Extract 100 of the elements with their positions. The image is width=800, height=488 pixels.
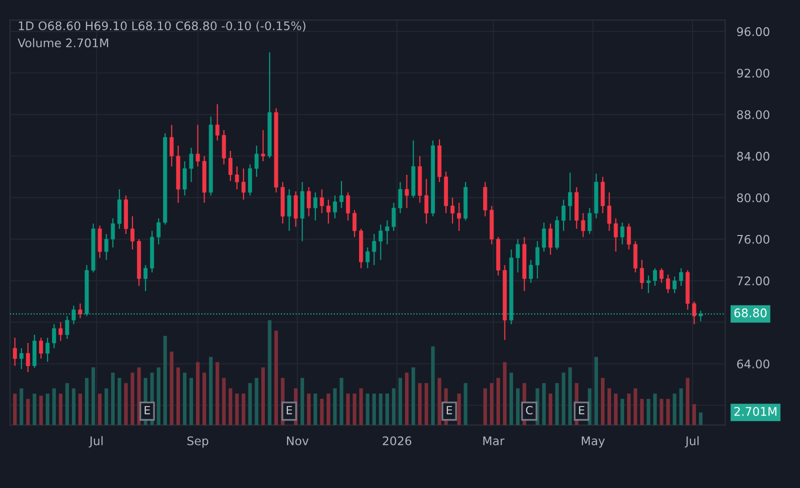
candlestick	[600, 176, 605, 214]
candlestick	[326, 199, 330, 224]
bar	[378, 394, 382, 426]
candlestick	[52, 324, 56, 349]
candlestick	[366, 246, 370, 269]
candlestick	[581, 212, 586, 238]
bar	[502, 362, 507, 426]
candlestick	[652, 268, 657, 286]
x-tick-label: Jul	[684, 436, 699, 448]
candlestick	[39, 337, 44, 360]
bar	[438, 378, 442, 426]
bar	[52, 388, 56, 426]
candlestick	[241, 168, 246, 200]
bar	[640, 398, 644, 426]
candlestick	[248, 164, 252, 196]
text: 2.701M	[734, 406, 776, 416]
candlestick	[346, 192, 350, 222]
candlestick	[98, 225, 102, 258]
bar	[170, 352, 174, 426]
bar	[600, 378, 605, 426]
candlestick	[19, 348, 24, 370]
bar	[326, 394, 330, 426]
y-tick-label: 64.00	[737, 359, 770, 368]
bar	[98, 394, 102, 426]
y-tick-label: 92.00	[737, 68, 770, 78]
bar	[634, 388, 638, 426]
bar	[562, 372, 566, 426]
candlestick	[130, 216, 134, 250]
bar	[65, 383, 69, 426]
candlestick	[614, 218, 618, 252]
bar	[672, 394, 676, 426]
bar	[483, 388, 487, 426]
candlestick	[548, 223, 552, 256]
candlestick	[450, 197, 455, 224]
candlestick	[588, 207, 592, 235]
bar	[340, 378, 344, 426]
bar	[111, 372, 115, 426]
candlestick	[398, 181, 402, 214]
bar	[32, 394, 36, 426]
bar	[418, 383, 422, 426]
candlestick	[640, 259, 644, 290]
candlestick	[568, 172, 572, 222]
bar	[78, 394, 82, 426]
candlestick	[215, 104, 220, 142]
bar	[412, 367, 416, 426]
candlestick	[294, 190, 298, 228]
bar	[496, 378, 500, 426]
bar	[352, 394, 356, 426]
candlestick	[144, 264, 148, 292]
candlestick	[352, 210, 357, 238]
candlestick	[78, 302, 82, 319]
bar	[359, 388, 363, 426]
bar	[39, 396, 43, 426]
bar	[333, 388, 337, 426]
bar	[104, 388, 108, 426]
candlestick	[620, 222, 624, 245]
chart-title: 1D O68.60 H69.10 L68.10 C68.80 -0.10 (-0.15%)	[18, 21, 306, 32]
bar	[26, 398, 30, 426]
bar	[189, 378, 194, 426]
bar	[182, 372, 187, 426]
bar	[457, 394, 461, 426]
candlestick	[633, 240, 638, 273]
bar	[372, 394, 376, 426]
bar	[398, 378, 402, 426]
ref-line-label: 68.80	[734, 308, 767, 318]
candlestick	[385, 220, 390, 245]
bar	[261, 367, 265, 426]
candlestick	[26, 342, 30, 373]
y-tick-label: 88.00	[737, 110, 770, 120]
bar	[320, 398, 324, 426]
x-tick-label: May	[582, 436, 605, 448]
annotation: E	[286, 406, 292, 414]
candlestick	[424, 178, 428, 224]
candlestick	[313, 192, 318, 222]
candlestick	[12, 337, 17, 366]
bar	[490, 383, 494, 426]
bar	[686, 378, 690, 426]
annotation: E	[144, 406, 150, 414]
bar	[692, 404, 696, 426]
bar	[20, 388, 24, 426]
y-tick-label: 96.00	[737, 27, 770, 36]
bar	[58, 394, 62, 426]
bar	[607, 388, 612, 426]
bar	[254, 378, 258, 426]
candlestick	[392, 202, 396, 232]
candlestick	[261, 130, 266, 162]
bar	[646, 398, 650, 426]
bar	[222, 378, 226, 426]
bar	[542, 383, 546, 426]
bar	[202, 372, 206, 426]
x-tick-label: Mar	[483, 436, 504, 446]
candlestick	[254, 145, 259, 178]
bar	[679, 388, 683, 426]
bar	[242, 394, 246, 426]
bar	[228, 388, 232, 426]
bar	[268, 320, 272, 426]
bar	[176, 367, 180, 426]
bar	[555, 383, 559, 426]
candlestick	[483, 181, 488, 217]
annotation: E	[579, 406, 584, 414]
